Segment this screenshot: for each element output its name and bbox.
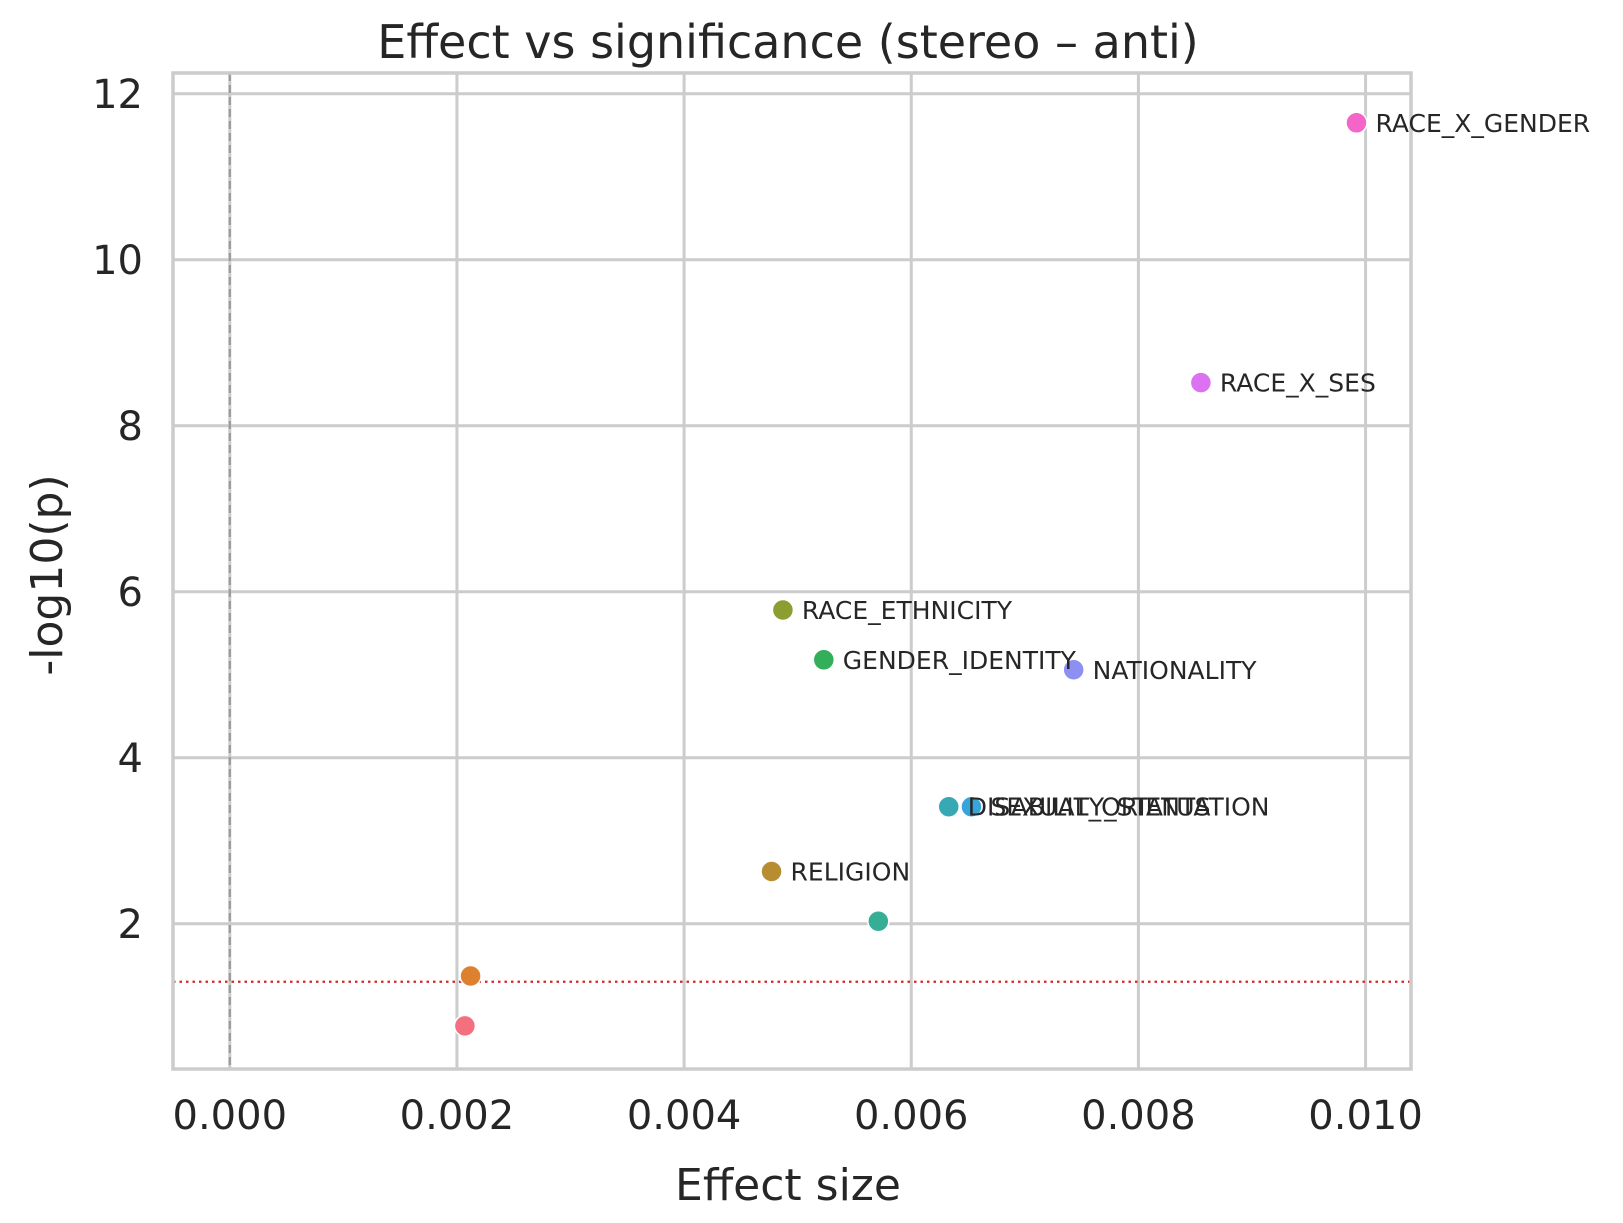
data-point [1189, 371, 1213, 394]
point-label: RELIGION [791, 857, 911, 886]
y-tick-label: 2 [118, 902, 143, 948]
point-labels: RACE_X_GENDER RACE_X_SES RACE_ETHNICITY GEN… [791, 109, 1591, 887]
point-label: NATIONALITY [1093, 656, 1258, 685]
y-tick-label: 12 [92, 72, 143, 118]
chart-title: Effect vs significance (stereo – anti) [377, 15, 1198, 69]
data-point [937, 795, 960, 818]
y-tick-label: 4 [118, 736, 143, 782]
y-tick-label: 8 [118, 404, 143, 450]
data-point [453, 1014, 477, 1038]
point-label: GENDER_IDENTITY [843, 646, 1077, 675]
point-label: RACE_X_SES [1220, 369, 1376, 398]
x-axis-label: Effect size [675, 1160, 901, 1211]
data-point [1345, 111, 1368, 135]
x-tick-label: 0.006 [854, 1093, 969, 1139]
point-label: RACE_ETHNICITY [802, 596, 1013, 625]
data-point [459, 964, 482, 988]
point-label: SEXUAL_ORIENTATION [990, 793, 1269, 822]
data-point [812, 648, 836, 672]
plot-frame [171, 71, 1413, 1071]
y-tick-label: 6 [118, 570, 143, 616]
reference-lines [173, 73, 1411, 1069]
point-label: RACE_X_GENDER [1375, 109, 1590, 138]
data-point [1062, 658, 1085, 682]
x-tick-label: 0.008 [1081, 1093, 1196, 1139]
data-point [960, 795, 983, 818]
x-tick-label: 0.010 [1308, 1093, 1423, 1139]
x-tick-label: 0.000 [173, 1093, 288, 1139]
point-label: DISABILITY_STATUS [968, 793, 1211, 822]
x-tick-labels: 0.000 0.002 0.004 0.006 0.008 0.010 [173, 1093, 1423, 1139]
data-point [760, 860, 783, 883]
y-axis-label: -log10(p) [22, 474, 73, 675]
grid-layer [173, 73, 1411, 1069]
y-tick-labels: 2 4 6 8 10 12 [92, 72, 143, 948]
x-tick-label: 0.004 [627, 1093, 742, 1139]
data-points [453, 111, 1368, 1038]
y-tick-label: 10 [92, 238, 143, 284]
data-point [867, 910, 890, 933]
data-point [771, 598, 795, 622]
x-tick-label: 0.002 [400, 1093, 515, 1139]
